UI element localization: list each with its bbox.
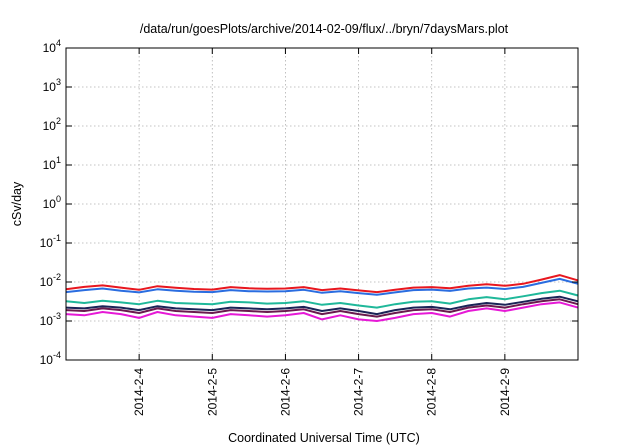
x-tick-label: 2014-2-9 (498, 368, 512, 416)
series-line-4 (65, 295, 579, 316)
y-tick-label: 101 (43, 155, 61, 172)
y-tick-label: 10-4 (40, 350, 61, 367)
series-line-1 (65, 274, 579, 294)
y-tick-label: 103 (43, 77, 61, 94)
x-tick-label: 2014-2-6 (278, 368, 292, 416)
series-line-3 (65, 289, 579, 309)
y-tick-label: 10-2 (40, 272, 61, 289)
series-line-6 (65, 301, 579, 322)
y-axis-label: cSv/day (10, 181, 24, 226)
x-tick-label: 2014-2-5 (205, 368, 219, 416)
y-tick-label: 104 (43, 38, 61, 55)
y-axis-ticks: 10-4 10-3 10-2 10-1 100 101 102 103 104 (40, 38, 578, 367)
chart-title: /data/run/goesPlots/archive/2014-02-09/f… (140, 22, 509, 36)
y-tick-label: 102 (43, 116, 61, 133)
series-line-5 (65, 298, 579, 318)
series-lines (65, 274, 579, 322)
y-tick-label: 10-1 (40, 233, 61, 250)
x-tick-label: 2014-2-7 (352, 368, 366, 416)
series-line-2 (65, 277, 579, 296)
y-tick-label: 100 (43, 194, 61, 211)
x-tick-label: 2014-2-8 (425, 368, 439, 416)
x-axis-ticks: 2014-2-4 2014-2-5 2014-2-6 2014-2-7 2014-2-8… (132, 48, 512, 416)
y-tick-label: 10-3 (40, 311, 61, 328)
x-axis-label: Coordinated Universal Time (UTC) (228, 431, 420, 445)
x-tick-label: 2014-2-4 (132, 368, 146, 416)
grid-lines (66, 48, 578, 360)
